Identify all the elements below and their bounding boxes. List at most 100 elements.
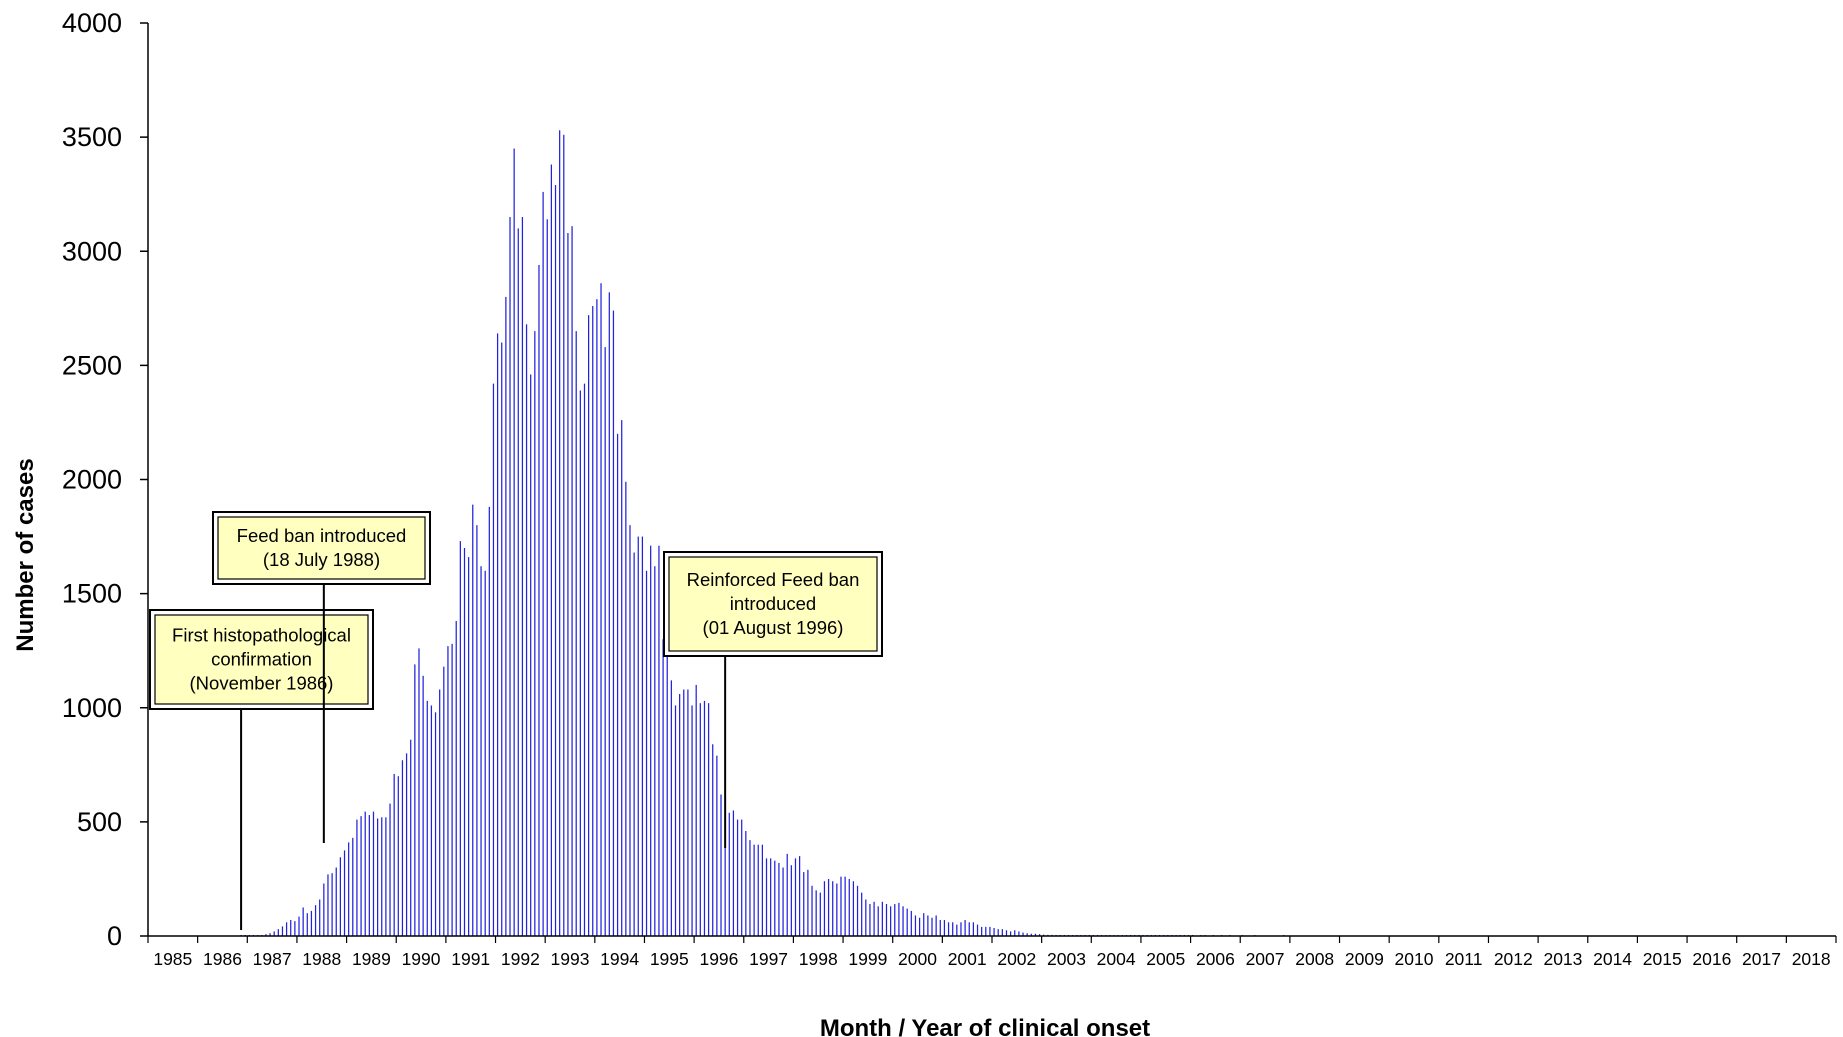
bar — [1030, 933, 1032, 936]
annotation-text-line: First histopathological — [172, 625, 351, 646]
bar — [964, 920, 966, 936]
bar — [923, 913, 925, 936]
bar — [352, 837, 354, 936]
bar — [600, 283, 602, 937]
bar — [426, 700, 428, 936]
bar — [265, 934, 267, 936]
bar — [712, 744, 714, 936]
x-tick-label: 2004 — [1097, 949, 1136, 969]
x-tick-label: 2018 — [1792, 949, 1831, 969]
bar — [546, 219, 548, 937]
bar — [691, 705, 693, 936]
bar — [890, 906, 892, 936]
x-tick-label: 2013 — [1543, 949, 1582, 969]
bar — [778, 862, 780, 936]
bar — [443, 666, 445, 936]
bar — [559, 130, 561, 936]
bar — [1001, 929, 1003, 936]
bar — [381, 817, 383, 936]
bar — [439, 689, 441, 936]
bar — [910, 910, 912, 936]
bar — [608, 292, 610, 937]
bar — [943, 920, 946, 936]
bar — [641, 536, 644, 936]
bar — [848, 878, 850, 936]
bar — [571, 226, 573, 936]
bar — [294, 921, 296, 936]
bar — [898, 902, 900, 936]
bar — [650, 545, 652, 936]
bar — [1005, 930, 1008, 936]
bar — [616, 433, 619, 936]
bar — [621, 420, 623, 936]
bar — [745, 831, 747, 936]
x-ticks-group: 1985 1986 1987 1988 1989 1990 1991 1992 1993 1994… — [147, 936, 1837, 969]
bar — [1022, 932, 1024, 936]
bar — [811, 885, 813, 936]
bar — [885, 904, 888, 936]
bar — [459, 541, 461, 936]
bar — [956, 924, 958, 936]
axes-group — [147, 23, 1836, 937]
x-tick-label: 2012 — [1494, 949, 1533, 969]
x-tick-label: 2007 — [1246, 949, 1285, 969]
bar — [716, 755, 718, 936]
bar — [687, 689, 689, 936]
bar — [728, 812, 730, 936]
bar — [865, 899, 867, 936]
bar — [852, 881, 855, 936]
bar — [827, 878, 830, 936]
bar — [703, 700, 706, 936]
bar — [674, 705, 677, 936]
bar — [906, 908, 908, 936]
bar — [947, 922, 950, 936]
x-tick-label: 1993 — [551, 949, 590, 969]
bar — [538, 264, 540, 936]
x-tick-label: 2003 — [1047, 949, 1086, 969]
bar — [720, 794, 722, 936]
y-tick-label: 2000 — [62, 465, 122, 495]
bar — [422, 675, 424, 936]
bar — [699, 703, 701, 936]
annotation-text-line: Reinforced Feed ban — [687, 569, 860, 590]
bar — [782, 867, 784, 936]
annotation-box-inner — [668, 556, 878, 652]
bar — [633, 552, 635, 936]
x-tick-label: 1998 — [799, 949, 838, 969]
bar — [939, 920, 941, 936]
bar — [335, 867, 337, 936]
y-tick-label: 500 — [77, 807, 122, 837]
bar — [757, 844, 759, 936]
bar — [372, 811, 375, 936]
x-tick-label: 2017 — [1742, 949, 1781, 969]
x-tick-label: 1995 — [650, 949, 689, 969]
x-tick-label: 2002 — [997, 949, 1036, 969]
bar — [612, 310, 615, 937]
bar — [285, 922, 288, 936]
bar — [468, 557, 470, 936]
x-tick-label: 2010 — [1395, 949, 1434, 969]
bar — [389, 803, 391, 936]
bar — [298, 916, 300, 936]
bar — [583, 383, 586, 936]
bar — [753, 844, 755, 936]
x-tick-label: 1999 — [848, 949, 887, 969]
bar — [794, 858, 797, 936]
bar — [960, 922, 962, 936]
bar — [972, 922, 974, 936]
x-tick-label: 1997 — [749, 949, 788, 969]
x-tick-label: 2016 — [1692, 949, 1731, 969]
bar — [799, 856, 801, 936]
bar — [310, 910, 313, 936]
bar — [902, 906, 904, 936]
bar — [1010, 931, 1012, 936]
bar — [1034, 933, 1037, 936]
bar — [277, 929, 279, 936]
x-tick-label: 2009 — [1345, 949, 1384, 969]
y-tick-label: 0 — [107, 921, 122, 951]
bar — [393, 773, 395, 936]
bar — [840, 876, 842, 936]
bar — [273, 931, 275, 936]
bar — [269, 933, 271, 936]
